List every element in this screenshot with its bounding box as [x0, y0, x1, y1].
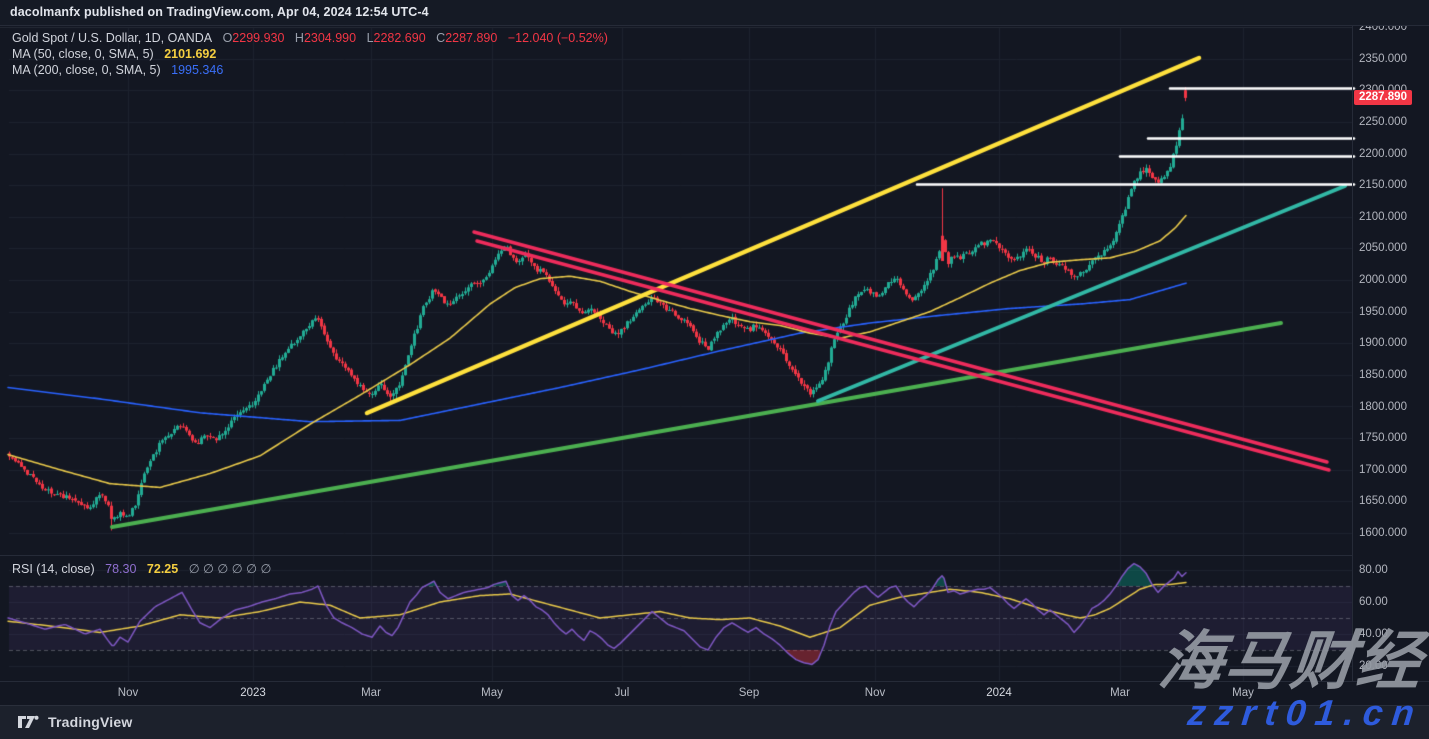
- price-axis-label: 2350.000: [1359, 52, 1407, 65]
- price-axis-label: 1700.000: [1359, 463, 1407, 476]
- symbol-title: Gold Spot / U.S. Dollar, 1D, OANDA: [12, 31, 213, 45]
- close-label: C: [436, 31, 446, 45]
- price-axis-label: 1950.000: [1359, 305, 1407, 318]
- time-axis-label: Mar: [361, 687, 381, 699]
- tradingview-logo-icon: [18, 715, 39, 728]
- tradingview-brand-text: TradingView: [48, 714, 133, 730]
- rsi-axis-label: 40.00: [1359, 628, 1388, 640]
- price-axis-label: 1750.000: [1359, 432, 1407, 445]
- time-axis-label: 2023: [240, 687, 266, 699]
- rsi-axis-label: 80.00: [1359, 564, 1388, 576]
- rsi-axis-label: 20.00: [1359, 660, 1388, 672]
- publish-bar: dacolmanfx published on TradingView.com,…: [0, 0, 1429, 26]
- change-value: −12.040 (−0.52%): [507, 31, 608, 45]
- price-axis-label: 2200.000: [1359, 147, 1407, 160]
- rsi-axis-label: 60.00: [1359, 596, 1388, 608]
- close-value: 2287.890: [445, 31, 498, 45]
- ma200-legend-row[interactable]: MA (200, close, 0, SMA, 5) 1995.346: [12, 63, 608, 78]
- ma200-label: MA (200, close, 0, SMA, 5): [12, 63, 161, 77]
- price-axis-label: 1650.000: [1359, 495, 1407, 508]
- price-axis-label: 2050.000: [1359, 242, 1407, 255]
- rsi-value: 78.30: [105, 562, 137, 576]
- time-axis-border: [0, 681, 1429, 682]
- low-value: 2282.690: [373, 31, 426, 45]
- time-axis-label: May: [1232, 687, 1254, 699]
- ma50-legend-row[interactable]: MA (50, close, 0, SMA, 5) 2101.692: [12, 47, 608, 62]
- ma200-value: 1995.346: [171, 63, 224, 77]
- rsi-legend-row[interactable]: RSI (14, close) 78.30 72.25 ∅ ∅ ∅ ∅ ∅ ∅: [12, 561, 271, 576]
- time-axis-label: Nov: [864, 687, 886, 699]
- price-axis-label: 1800.000: [1359, 400, 1407, 413]
- publish-info: dacolmanfx published on TradingView.com,…: [10, 5, 429, 19]
- ma50-label: MA (50, close, 0, SMA, 5): [12, 47, 154, 61]
- symbol-legend-row[interactable]: Gold Spot / U.S. Dollar, 1D, OANDA O2299…: [12, 31, 608, 46]
- price-axis-label: 1850.000: [1359, 368, 1407, 381]
- high-value: 2304.990: [303, 31, 357, 45]
- time-axis-label: Jul: [614, 687, 630, 699]
- time-axis-label: Mar: [1110, 687, 1130, 699]
- ma50-value: 2101.692: [164, 47, 217, 61]
- time-axis-label: Sep: [738, 687, 760, 699]
- footer-strip: TradingView: [0, 705, 1429, 739]
- price-axis-label: 2250.000: [1359, 115, 1407, 128]
- time-axis-label: May: [481, 687, 503, 699]
- time-axis-label: Nov: [117, 687, 139, 699]
- price-axis-label: 1900.000: [1359, 337, 1407, 350]
- rsi-label: RSI (14, close): [12, 562, 95, 576]
- price-axis-label: 2150.000: [1359, 179, 1407, 192]
- rsi-empty-params: ∅ ∅ ∅ ∅ ∅ ∅: [188, 562, 272, 576]
- time-axis-label: 2024: [986, 687, 1012, 699]
- chart-legend: Gold Spot / U.S. Dollar, 1D, OANDA O2299…: [12, 31, 608, 79]
- open-label: O: [222, 31, 233, 45]
- low-label: L: [366, 31, 374, 45]
- price-axis-label: 2000.000: [1359, 274, 1407, 286]
- price-axis-label: 1600.000: [1359, 527, 1407, 539]
- rsi-ma-value: 72.25: [146, 562, 179, 576]
- open-value: 2299.930: [232, 31, 285, 45]
- last-price-tag: 2287.890: [1354, 89, 1412, 105]
- pane-top-border: [0, 27, 1352, 28]
- price-axis-border: [1352, 26, 1353, 681]
- pane-separator[interactable]: [0, 555, 1352, 556]
- tradingview-brand-link[interactable]: TradingView: [18, 714, 132, 730]
- price-axis-label: 2100.000: [1359, 210, 1407, 223]
- high-label: H: [294, 31, 304, 45]
